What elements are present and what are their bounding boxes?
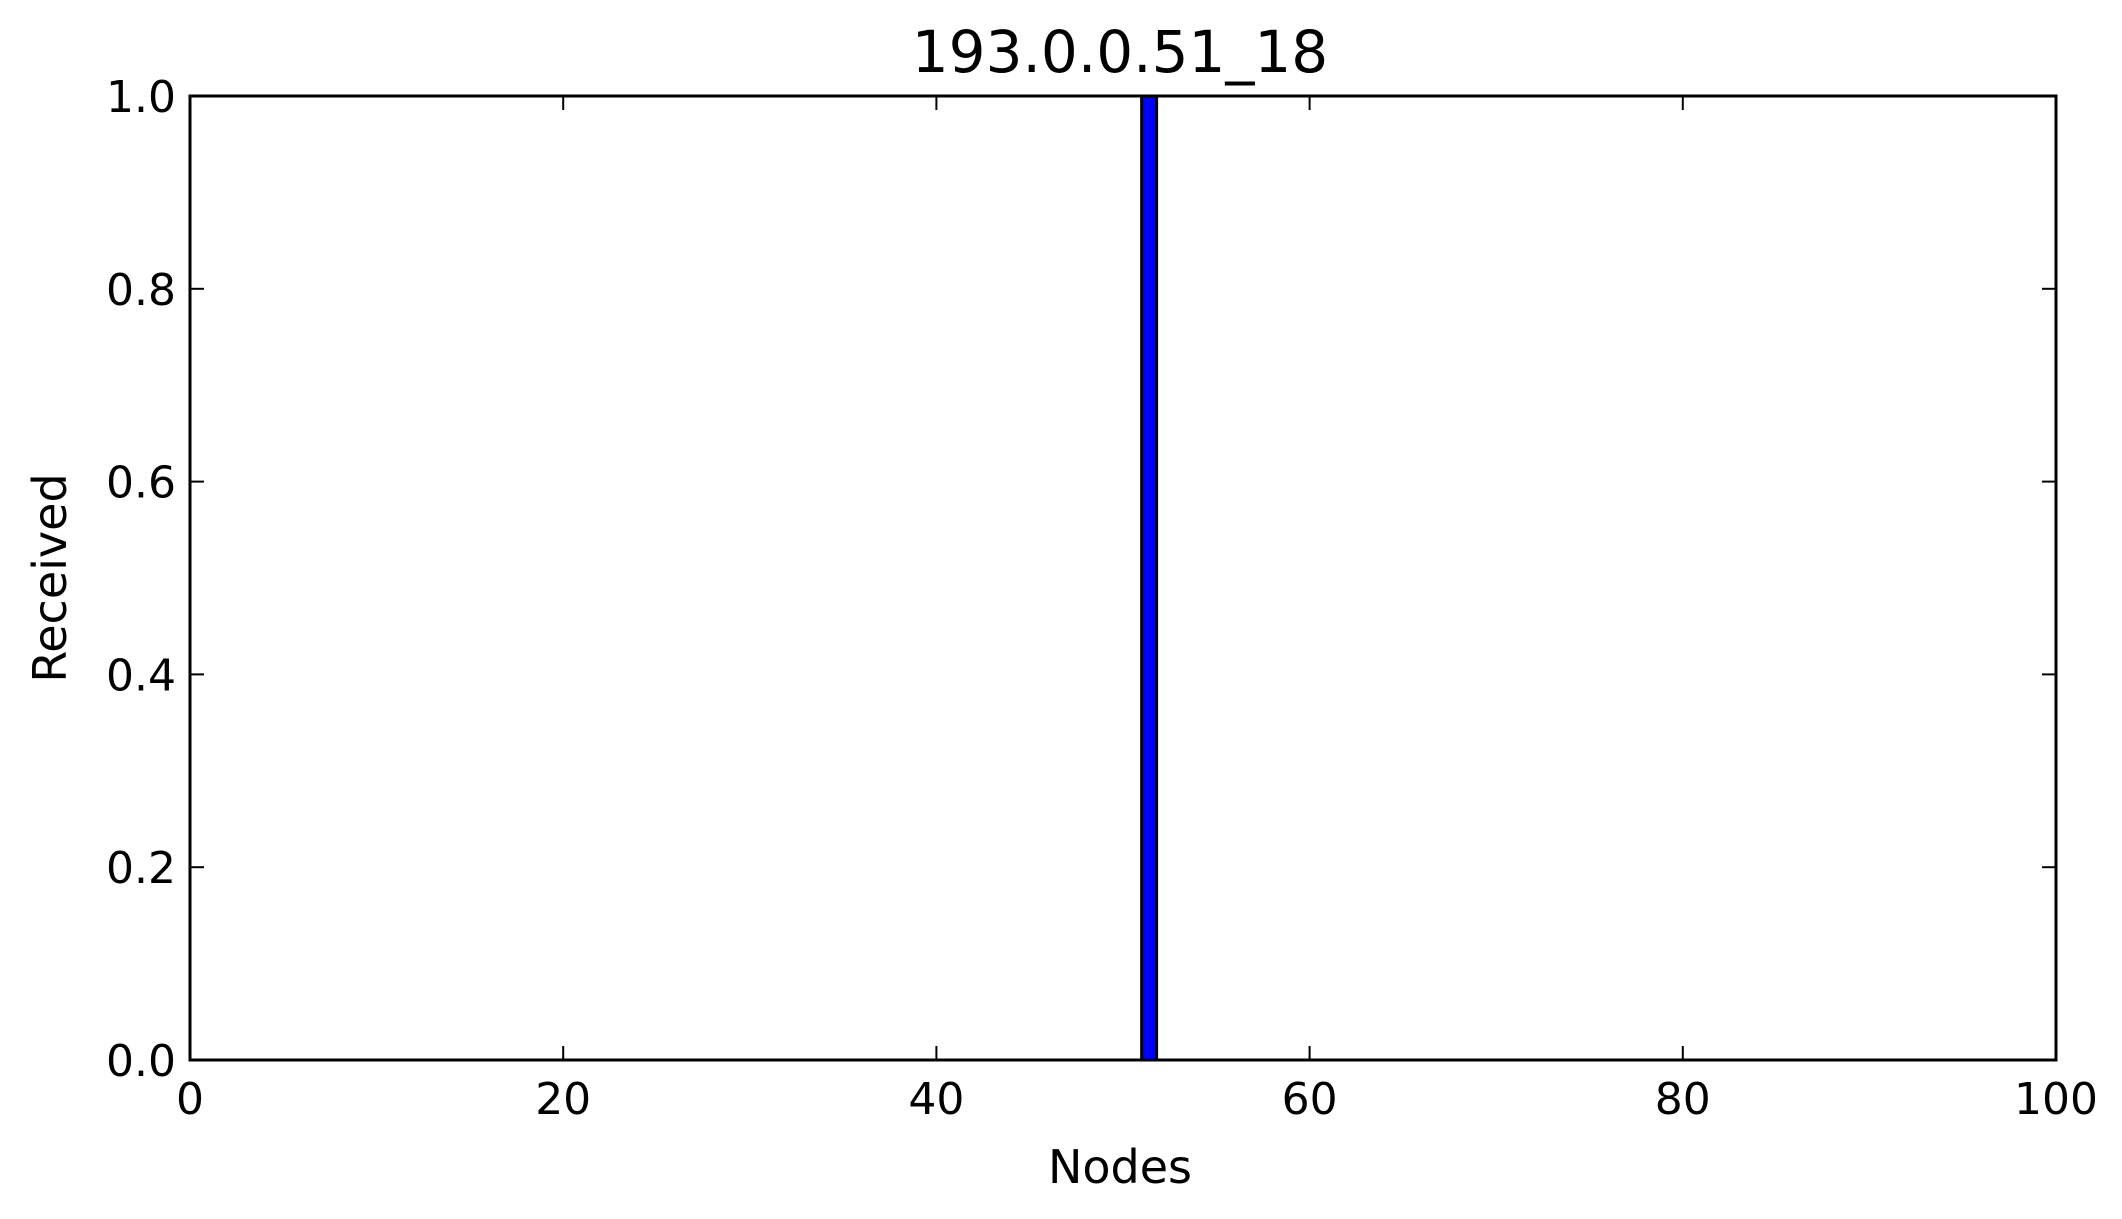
- y-tick-label: 0.0: [106, 1036, 176, 1087]
- x-tick-label: 80: [1655, 1074, 1711, 1125]
- chart-title: 193.0.0.51_18: [912, 18, 1328, 86]
- y-tick-label: 0.8: [106, 265, 176, 316]
- plot-frame: [188, 94, 2058, 1062]
- x-tick-label: 20: [535, 1074, 591, 1125]
- y-tick-label: 1.0: [106, 72, 176, 123]
- y-tick-label: 0.4: [106, 650, 176, 701]
- x-tick-label: 100: [2014, 1074, 2098, 1125]
- y-tick-label: 0.2: [106, 843, 176, 894]
- x-tick-label: 0: [176, 1074, 204, 1125]
- bar-0: [1140, 94, 1159, 1062]
- x-axis-label: Nodes: [1048, 1140, 1192, 1194]
- x-tick-label: 60: [1282, 1074, 1338, 1125]
- y-tick-label: 0.6: [106, 458, 176, 509]
- y-axis-label: Received: [23, 473, 77, 682]
- ticks-layer: 0 20 40 60 80 100 0.0 0.2 0.4 0.6 0.8 1.0: [106, 72, 2098, 1125]
- bars-layer: [1140, 94, 1159, 1062]
- x-tick-label: 40: [908, 1074, 964, 1125]
